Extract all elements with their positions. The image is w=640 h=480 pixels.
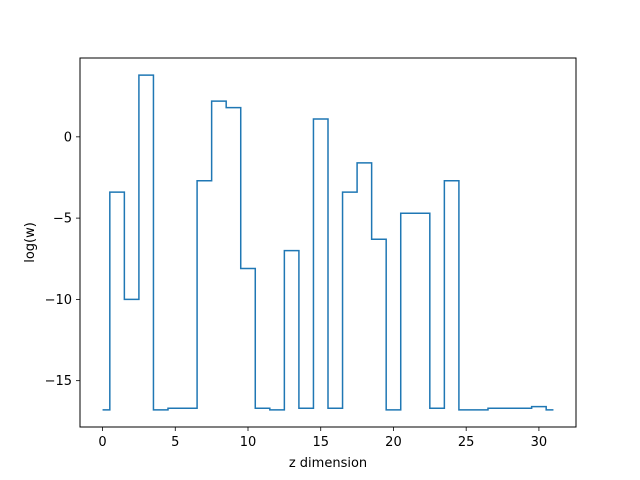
x-tick-label: 30 [531,435,548,450]
y-tick-label: −5 [53,212,72,227]
series-line-0 [102,74,554,411]
x-tick-label: 10 [240,435,257,450]
series-layer [102,74,554,411]
y-axis-label: log(w) [23,222,38,263]
y-tick-label: −10 [45,293,72,308]
y-tick-label: −15 [45,374,72,389]
x-tick-label: 20 [385,435,402,450]
x-tick-label: 0 [98,435,106,450]
x-tick-label: 5 [171,435,179,450]
x-tick-label: 25 [458,435,475,450]
plot-frame [79,57,577,428]
x-axis-label: z dimension [289,456,367,471]
y-tick-label: 0 [64,130,72,145]
y-axis: −15 −10 −5 0 [45,130,80,389]
x-axis: 0 5 10 15 20 25 30 [98,427,547,450]
x-tick-label: 15 [312,435,329,450]
